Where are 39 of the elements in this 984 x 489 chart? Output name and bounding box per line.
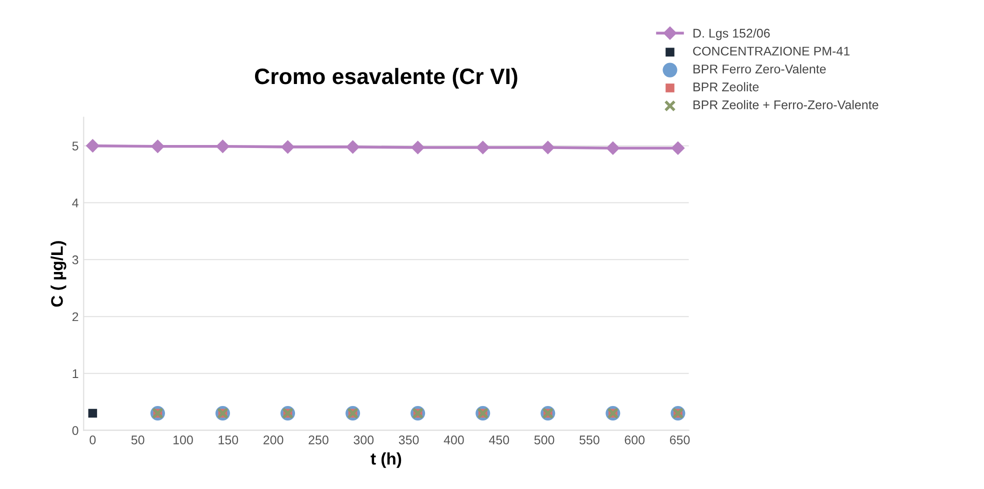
x-tick-label: 550 [580,436,600,444]
y-tick-label: 0 [72,426,78,435]
point [476,140,490,154]
x-tick-label: 100 [174,436,193,444]
y-axis-title: C ( µg/L) [50,241,66,307]
x-tick-label: 250 [308,436,328,444]
point [281,140,294,154]
y-tick-label: 4 [72,198,78,208]
x-axis-title: t (h) [370,452,402,468]
point [346,140,360,154]
legend-label: BPR Ferro Zero-Valente [694,64,826,74]
point [606,142,620,155]
y-tick-label: 3 [72,255,78,264]
y-tick-label: 2 [72,312,78,322]
y-tick-label: 1 [72,369,78,378]
x-tick-label: 400 [444,436,464,444]
x-tick-label: 300 [354,436,374,444]
x-tick-label: 650 [670,436,690,444]
x-tick-label: 600 [624,436,645,444]
y-tick-label: 5 [72,142,78,150]
legend-label: BPR Zeolite + Ferro-Zero-Valente [694,100,878,110]
x-tick-label: 150 [218,436,238,444]
point [671,142,685,155]
point [411,140,424,154]
legend-label: BPR Zeolite [694,82,759,92]
x-tick-label: 350 [398,436,419,444]
x-tick-label: 0 [90,436,96,444]
point [216,140,230,153]
chart-title: Cromo esavalente (Cr VI) [255,68,518,89]
point [541,140,554,154]
point [86,139,100,152]
legend-label: D. Lgs 152/06 [694,28,770,40]
x-tick-label: 500 [534,436,554,444]
legend-label: CONCENTRAZIONE PM-41 [693,46,850,56]
point [88,408,98,418]
x-tick-label: 450 [488,436,510,444]
x-tick-label: 200 [264,436,284,444]
x-tick-label: 50 [131,436,144,444]
point [151,140,164,153]
